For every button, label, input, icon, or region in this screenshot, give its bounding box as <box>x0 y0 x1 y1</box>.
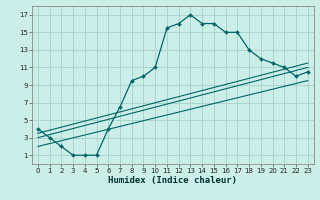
X-axis label: Humidex (Indice chaleur): Humidex (Indice chaleur) <box>108 176 237 185</box>
